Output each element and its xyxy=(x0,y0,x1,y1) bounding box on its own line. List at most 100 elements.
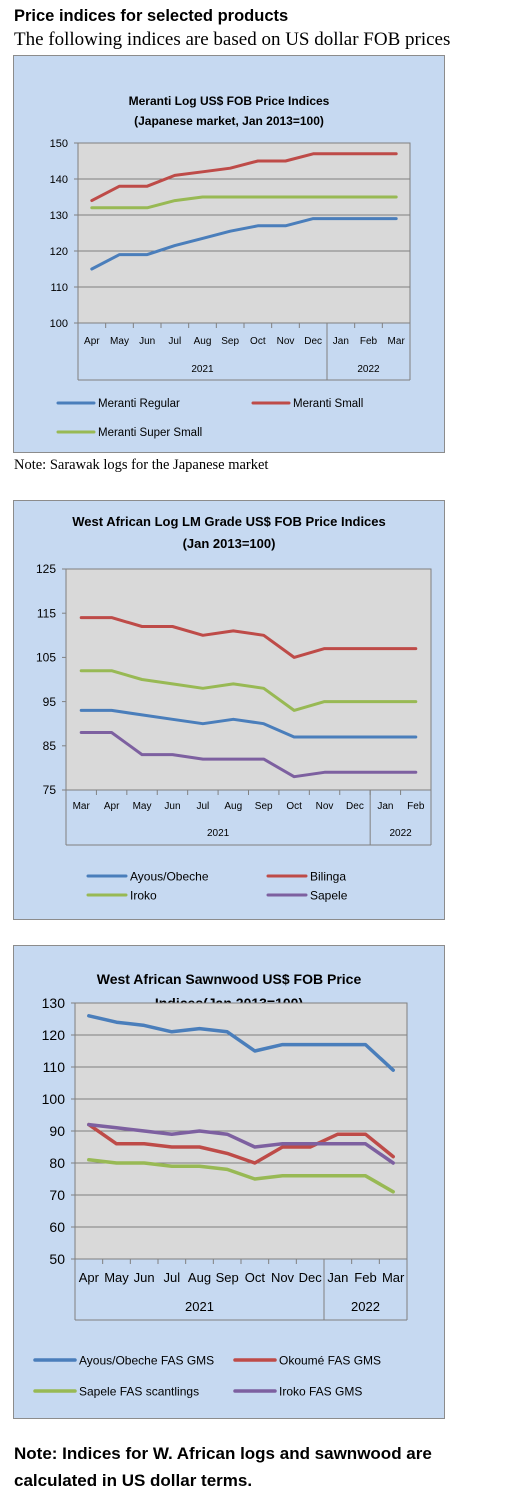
legend-label: Okoumé FAS GMS xyxy=(279,1353,381,1367)
series-line xyxy=(90,195,398,210)
y-tick-label: 80 xyxy=(49,1155,65,1171)
page-heading: Price indices for selected products xyxy=(14,7,289,25)
y-tick-label: 90 xyxy=(49,1123,65,1139)
series-line xyxy=(79,731,418,779)
legend-label: Ayous/Obeche FAS GMS xyxy=(79,1353,214,1367)
x-tick-label: May xyxy=(110,336,129,347)
x-tick-label: Jun xyxy=(139,336,155,347)
x-tick-label: Jun xyxy=(134,1270,155,1285)
y-tick-label: 105 xyxy=(36,651,56,665)
series-line xyxy=(87,1122,395,1165)
year-label: 2022 xyxy=(351,1299,380,1314)
sarawak-note: Note: Sarawak logs for the Japanese mark… xyxy=(14,457,269,473)
x-tick-label: Nov xyxy=(271,1270,295,1285)
chart-title-line: (Japanese market, Jan 2013=100) xyxy=(134,114,324,128)
legend-label: Sapele xyxy=(310,888,348,902)
year-label: 2022 xyxy=(389,828,412,839)
x-tick-label: Jul xyxy=(168,336,181,347)
legend-label: Meranti Small xyxy=(293,398,363,410)
x-tick-label: Feb xyxy=(360,336,378,347)
x-tick-label: Aug xyxy=(224,801,242,812)
y-tick-label: 50 xyxy=(49,1251,65,1267)
y-tick-label: 130 xyxy=(42,995,66,1011)
meranti-log-chart: Meranti Log US$ FOB Price Indices (Japane… xyxy=(13,55,445,453)
legend-label: Meranti Regular xyxy=(98,398,180,410)
y-tick-label: 140 xyxy=(50,174,68,186)
legend-label: Ayous/Obeche xyxy=(130,869,209,883)
legend-label: Meranti Super Small xyxy=(98,427,202,439)
y-tick-label: 120 xyxy=(42,1027,66,1043)
chart-title-line: Meranti Log US$ FOB Price Indices xyxy=(129,94,330,108)
year-label: 2021 xyxy=(185,1299,214,1314)
series-line xyxy=(87,1122,395,1165)
y-tick-label: 130 xyxy=(50,210,68,222)
x-tick-label: Sep xyxy=(221,336,239,347)
y-tick-label: 110 xyxy=(43,1059,66,1075)
x-tick-label: Aug xyxy=(194,336,212,347)
x-tick-label: May xyxy=(133,801,152,812)
x-tick-label: Jan xyxy=(377,801,393,812)
series-line xyxy=(79,669,418,712)
x-tick-label: Oct xyxy=(286,801,302,812)
west-african-sawnwood-chart: West African Sawnwood US$ FOB PriceIndic… xyxy=(13,945,445,1419)
y-tick-label: 100 xyxy=(42,1091,66,1107)
x-tick-label: Apr xyxy=(79,1270,100,1285)
x-tick-label: Oct xyxy=(245,1270,266,1285)
x-tick-label: Mar xyxy=(382,1270,405,1285)
x-tick-label: Mar xyxy=(73,801,91,812)
y-tick-label: 125 xyxy=(36,562,56,576)
legend-label: Iroko FAS GMS xyxy=(279,1384,362,1398)
x-tick-label: Feb xyxy=(407,801,425,812)
x-tick-label: Jan xyxy=(327,1270,348,1285)
page-subheading: The following indices are based on US do… xyxy=(14,29,451,50)
series-line xyxy=(87,1158,395,1194)
chart-title-line: West African Sawnwood US$ FOB Price xyxy=(97,971,362,987)
series-line xyxy=(79,616,418,659)
year-label: 2021 xyxy=(191,364,214,375)
x-tick-label: Apr xyxy=(104,801,120,812)
chart-title-line: (Jan 2013=100) xyxy=(183,536,276,551)
year-label: 2022 xyxy=(357,364,380,375)
y-tick-label: 75 xyxy=(43,783,57,797)
y-tick-label: 100 xyxy=(50,318,68,330)
legend-label: Sapele FAS scantlings xyxy=(79,1384,199,1398)
series-line xyxy=(87,1014,395,1072)
x-tick-label: Sep xyxy=(255,801,273,812)
x-tick-label: Dec xyxy=(304,336,322,347)
y-tick-label: 95 xyxy=(43,695,57,709)
y-tick-label: 120 xyxy=(50,246,68,258)
x-tick-label: Sep xyxy=(216,1270,239,1285)
y-tick-label: 110 xyxy=(50,282,68,294)
x-tick-label: Mar xyxy=(388,336,406,347)
indices-note-line-1: Note: Indices for W. African logs and sa… xyxy=(14,1444,432,1463)
x-tick-label: Aug xyxy=(188,1270,211,1285)
west-african-log-chart: West African Log LM Grade US$ FOB Price … xyxy=(13,500,445,920)
legend-label: Iroko xyxy=(130,888,157,902)
legend-label: Bilinga xyxy=(310,869,346,883)
x-tick-label: Nov xyxy=(277,336,295,347)
x-tick-label: Jul xyxy=(196,801,209,812)
x-tick-label: Feb xyxy=(354,1270,376,1285)
y-tick-label: 85 xyxy=(43,739,57,753)
chart-title-line: West African Log LM Grade US$ FOB Price … xyxy=(72,514,386,529)
year-label: 2021 xyxy=(207,828,230,839)
y-tick-label: 150 xyxy=(50,138,68,150)
x-tick-label: Oct xyxy=(250,336,266,347)
plot-area xyxy=(65,568,432,791)
series-line xyxy=(90,152,398,203)
y-tick-label: 60 xyxy=(49,1219,65,1235)
x-tick-label: May xyxy=(104,1270,129,1285)
x-tick-label: Jun xyxy=(164,801,180,812)
x-tick-label: Dec xyxy=(346,801,364,812)
indices-note-line-2: calculated in US dollar terms. xyxy=(14,1471,253,1490)
x-tick-label: Nov xyxy=(316,801,334,812)
plot-area xyxy=(77,142,411,324)
series-line xyxy=(79,708,418,739)
x-tick-label: Jul xyxy=(164,1270,181,1285)
x-tick-label: Apr xyxy=(84,336,100,347)
x-tick-label: Jan xyxy=(333,336,349,347)
series-line xyxy=(90,217,398,271)
y-tick-label: 115 xyxy=(37,606,56,620)
x-tick-label: Dec xyxy=(299,1270,323,1285)
y-tick-label: 70 xyxy=(49,1187,65,1203)
